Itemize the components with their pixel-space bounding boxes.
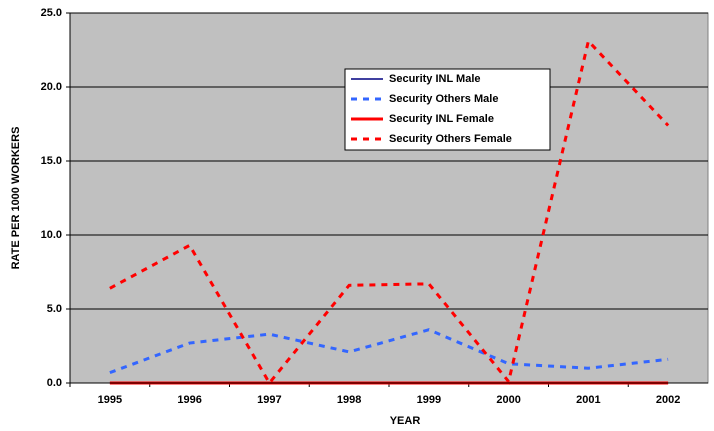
legend-label: Security INL Male [389,73,481,85]
y-tick-label: 0.0 [47,377,62,389]
x-tick-label: 1998 [337,394,361,406]
legend-label: Security Others Male [389,93,498,105]
x-tick-label: 2002 [656,394,680,406]
y-tick-label: 5.0 [47,303,62,315]
legend-box [344,68,551,151]
y-tick-label: 10.0 [41,229,62,241]
x-tick-label: 1999 [417,394,441,406]
y-axis-label: RATE PER 1000 WORKERS [10,127,22,270]
x-tick-label: 2001 [576,394,600,406]
series-line [109,328,669,375]
x-tick-label: 1996 [177,394,201,406]
x-axis-label: YEAR [390,415,421,427]
y-tick-label: 15.0 [41,155,62,167]
y-tick-label: 25.0 [41,7,62,19]
legend-label: Security INL Female [389,113,494,125]
legend: Security INL Male Security Others Male Sec… [344,68,551,151]
x-tick-label: 2000 [496,394,520,406]
y-tick-label: 20.0 [41,81,62,93]
legend-label: Security Others Female [389,133,512,145]
x-tick-label: 1997 [257,394,281,406]
x-tick-label: 1995 [98,394,122,406]
